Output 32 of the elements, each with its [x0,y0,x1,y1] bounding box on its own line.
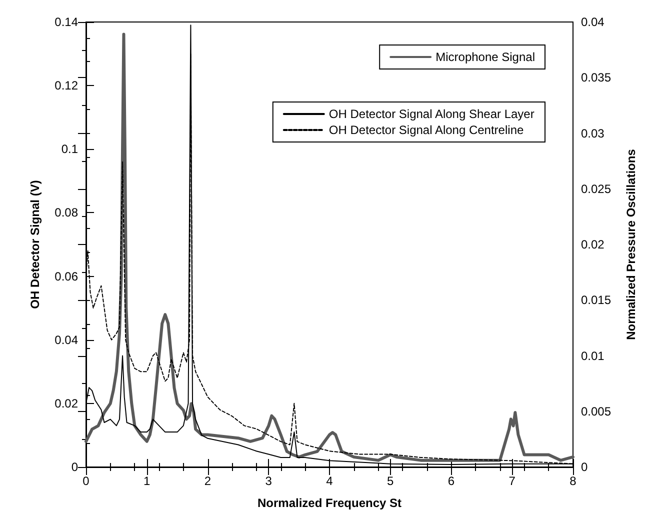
x-tick-label: 1 [144,474,151,488]
y-axis-title: OH Detector Signal (V) [28,180,42,309]
y-tick-label: 0.08 [54,206,78,220]
y2-tick-label: 0.04 [581,15,605,29]
y-tick-label: 0.1 [61,142,78,156]
y-tick-label: 0.12 [54,78,78,93]
x-tick-label: 6 [448,474,455,488]
x-tick-label: 5 [387,474,394,488]
y-tick-label: 0.14 [54,15,78,29]
y2-tick-label: 0.02 [581,238,605,252]
y2-tick-label: 0.01 [581,348,605,363]
legend-label: OH Detector Signal Along Centreline [328,123,524,137]
y2-tick-label: 0.015 [581,293,612,308]
x-tick-label: 0 [82,474,90,488]
legend-label: OH Detector Signal Along Shear Layer [328,107,534,121]
x-tick-label: 7 [508,474,516,488]
y-tick-label: 0.02 [54,396,78,410]
y2-tick-label: 0.025 [581,182,612,196]
y2-tick-label: 0.035 [581,70,612,85]
y2-tick-label: 0.005 [581,404,612,418]
x-tick-label: 2 [204,474,212,488]
x-axis-title: Normalized Frequency St [257,496,402,510]
x-tick-label: 8 [570,474,577,488]
y2-axis-title: Normalized Pressure Oscillations [624,148,638,340]
x-tick-label: 4 [326,474,334,488]
y-tick-label: 0.04 [54,332,78,347]
y-tick-label: 0.06 [54,269,78,284]
y-tick-label: 0 [71,460,78,474]
y2-tick-label: 0 [581,460,588,474]
y2-tick-label: 0.03 [581,126,605,140]
legend-label: Microphone Signal [436,50,536,64]
x-tick-label: 3 [265,474,272,488]
